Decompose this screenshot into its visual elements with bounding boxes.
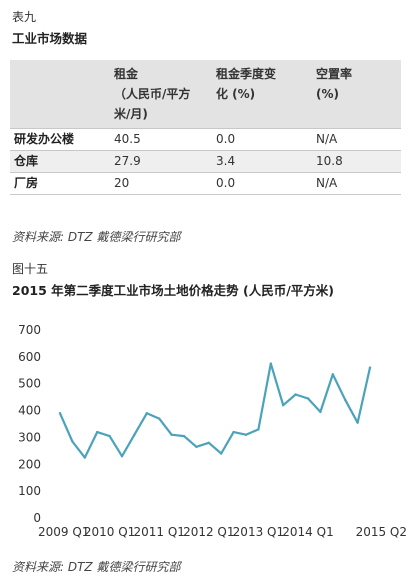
data-point [170, 433, 173, 436]
data-point [294, 393, 297, 396]
y-tick-label: 200 [18, 457, 41, 471]
y-tick-label: 400 [18, 404, 41, 418]
data-point [145, 412, 148, 415]
row-rent: 40.5 [114, 128, 216, 151]
row-name: 厂房 [10, 172, 114, 195]
data-point [319, 410, 322, 414]
y-tick-label: 700 [18, 323, 41, 337]
data-point [257, 428, 260, 431]
data-point [306, 397, 310, 400]
header-vacancy-line-1: 空置率 [316, 67, 353, 81]
data-point [344, 398, 347, 402]
figure-label: 图十五 [12, 262, 49, 276]
row-name: 研发办公楼 [10, 128, 114, 151]
data-point [120, 455, 124, 458]
row-name: 仓库 [10, 150, 114, 173]
x-tick-label: 2010 Q1 [84, 525, 135, 539]
y-tick-label: 500 [18, 377, 41, 391]
table-header-row: 租金 （人民币/平方 米/月) 租金季度变 化 (%) 空置率 (%) [10, 60, 401, 129]
table-label: 表九 [12, 10, 37, 24]
table-source: 资料来源: DTZ 戴德梁行研究部 [12, 230, 181, 244]
table-title: 工业市场数据 [12, 31, 88, 46]
table-row: 仓库 27.9 3.4 10.8 [10, 150, 401, 173]
data-point [158, 417, 161, 420]
x-tick-label: 2011 Q1 [133, 525, 184, 539]
data-point [71, 440, 74, 443]
row-change: 3.4 [216, 150, 316, 173]
data-point [269, 362, 272, 365]
row-rent: 27.9 [114, 150, 216, 173]
data-point [232, 430, 235, 434]
data-point [368, 366, 372, 369]
data-point [356, 421, 359, 424]
x-tick-label: 2013 Q1 [233, 525, 284, 539]
figure-title: 2015 年第二季度工业市场土地价格走势 (人民币/平方米) [12, 283, 334, 298]
row-vacancy: N/A [316, 172, 401, 195]
data-point [282, 404, 285, 407]
header-vacancy-line-2: (%) [316, 87, 339, 101]
data-point [207, 441, 210, 444]
data-point [244, 433, 248, 436]
data-point [133, 433, 136, 436]
data-point [331, 373, 334, 376]
y-tick-label: 300 [18, 430, 41, 444]
header-blank [10, 60, 114, 129]
header-change-line-2: 化 (%) [216, 87, 256, 101]
y-tick-label: 0 [33, 511, 41, 525]
header-rent-line-2: （人民币/平方 [114, 87, 191, 101]
row-vacancy: N/A [316, 128, 401, 151]
header-change-line-1: 租金季度变 [216, 67, 277, 81]
x-tick-label: 2012 Q1 [183, 525, 234, 539]
header-vacancy: 空置率 (%) [316, 60, 401, 129]
x-tick-label: 2009 Q1 [38, 525, 89, 539]
industrial-market-table: 租金 （人民币/平方 米/月) 租金季度变 化 (%) 空置率 (%) 研发办公… [10, 60, 401, 195]
table-row: 厂房 20 0.0 N/A [10, 172, 401, 195]
header-rent-line-1: 租金 [114, 67, 139, 81]
x-tick-label: 2015 Q2 [356, 525, 407, 539]
row-change: 0.0 [216, 172, 316, 195]
y-tick-label: 100 [18, 484, 41, 498]
header-rent-change: 租金季度变 化 (%) [216, 60, 316, 129]
y-tick-label: 600 [18, 350, 41, 364]
data-point [220, 452, 223, 455]
x-tick-label: 2014 Q1 [282, 525, 333, 539]
data-point [58, 412, 62, 415]
row-rent: 20 [114, 172, 216, 195]
header-rent-line-3: 米/月) [114, 107, 148, 121]
land-price-series-line [58, 362, 372, 459]
row-change: 0.0 [216, 128, 316, 151]
data-point [96, 430, 99, 434]
figure-source: 资料来源: DTZ 戴德梁行研究部 [12, 560, 181, 574]
data-point [195, 445, 198, 449]
row-vacancy: 10.8 [316, 150, 401, 173]
header-rent: 租金 （人民币/平方 米/月) [114, 60, 216, 129]
data-point [182, 434, 186, 438]
table-row: 研发办公楼 40.5 0.0 N/A [10, 128, 401, 151]
data-point [83, 456, 87, 459]
data-point [108, 434, 111, 438]
